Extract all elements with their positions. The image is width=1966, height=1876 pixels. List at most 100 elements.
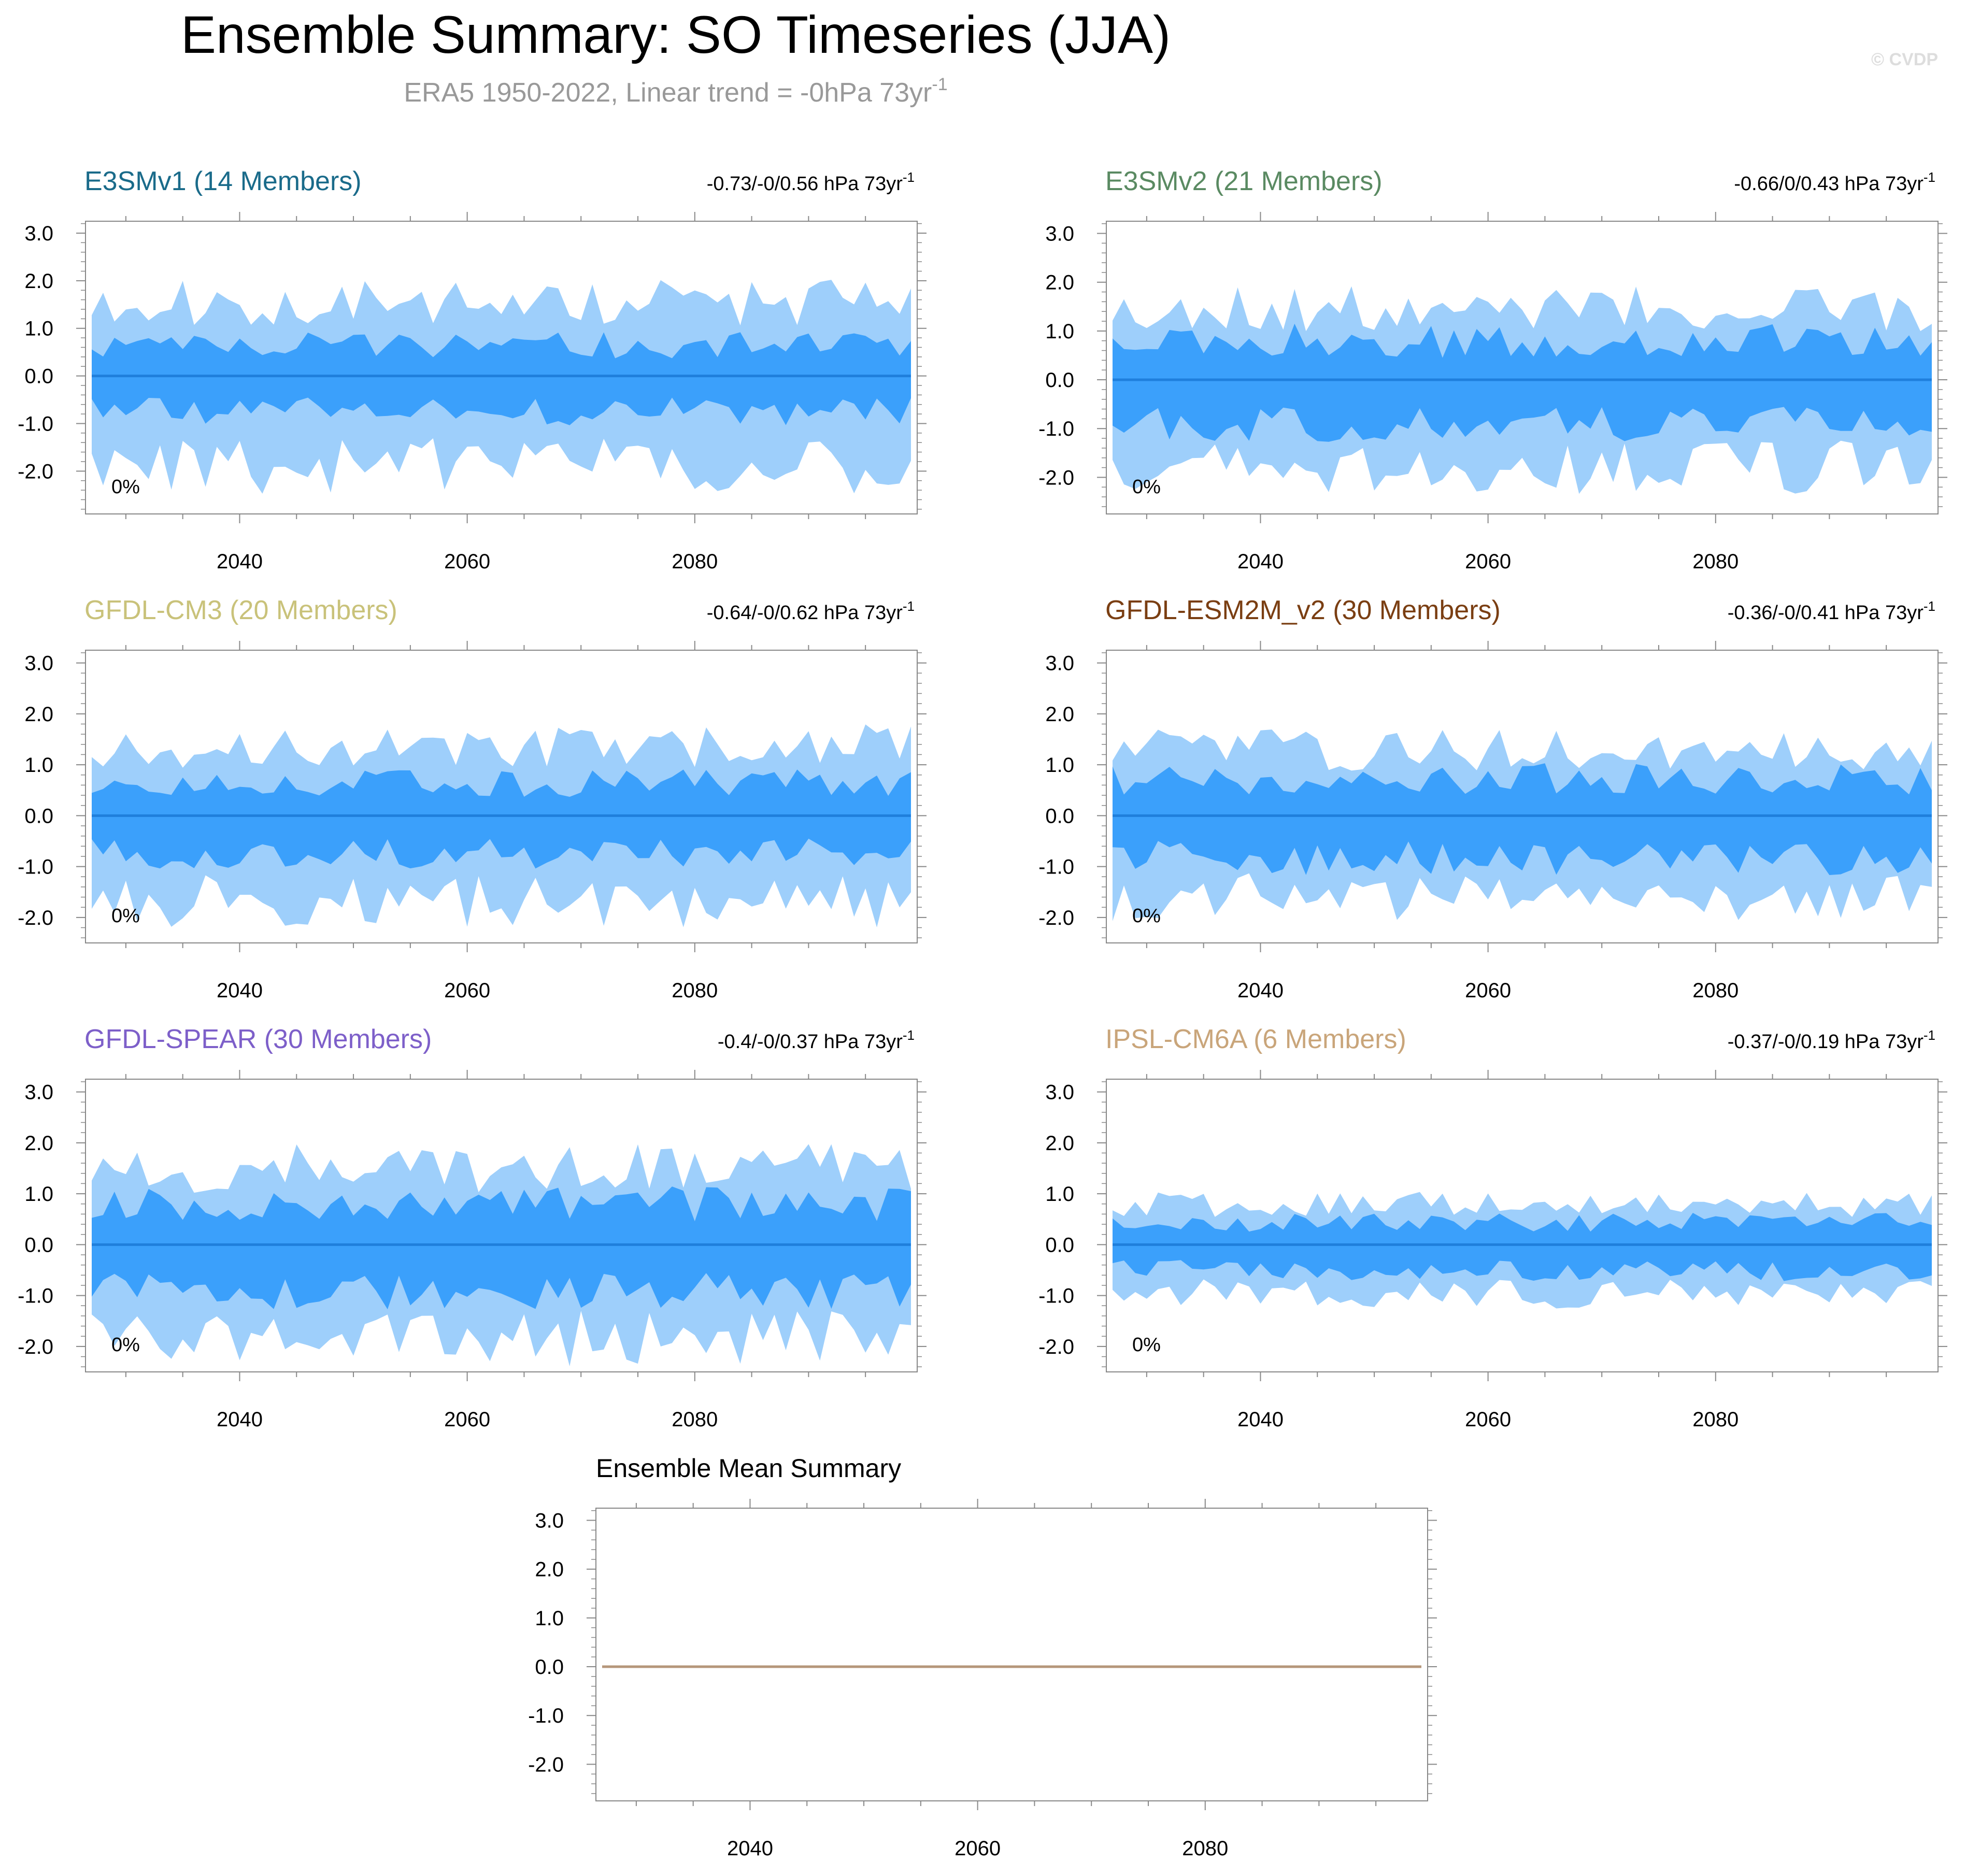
inner-range-band bbox=[1113, 763, 1932, 875]
x-tick-label: 2060 bbox=[444, 550, 490, 573]
y-tick-label: 0.0 bbox=[1045, 1234, 1074, 1256]
y-tick-label: 1.0 bbox=[535, 1607, 564, 1630]
panels-group: E3SMv1 (14 Members) -0.73/-0/0.56 hPa 73y… bbox=[18, 166, 1947, 1860]
y-tick-label: -2.0 bbox=[18, 1336, 53, 1358]
trend-label: -0.64/-0/0.62 hPa 73yr-1 bbox=[707, 598, 915, 624]
percent-label: 0% bbox=[1132, 476, 1161, 498]
y-tick-label: 1.0 bbox=[1045, 1183, 1074, 1206]
percent-label: 0% bbox=[111, 476, 140, 498]
cvdp-watermark: © CVDP bbox=[1871, 50, 1938, 69]
trend-label: -0.37/-0/0.19 hPa 73yr-1 bbox=[1728, 1027, 1935, 1053]
panel-title: E3SMv2 (21 Members) bbox=[1105, 166, 1383, 196]
y-tick-label: 2.0 bbox=[1045, 1132, 1074, 1155]
y-tick-label: 1.0 bbox=[24, 1183, 53, 1206]
x-tick-label: 2080 bbox=[1692, 1408, 1739, 1431]
trend-label: -0.4/-0/0.37 hPa 73yr-1 bbox=[718, 1027, 915, 1053]
plot-frame bbox=[1106, 221, 1939, 514]
x-tick-label: 2040 bbox=[217, 1408, 263, 1431]
y-tick-label: 3.0 bbox=[24, 1081, 53, 1104]
x-tick-label: 2080 bbox=[672, 550, 718, 573]
x-tick-label: 2040 bbox=[1237, 1408, 1284, 1431]
y-tick-label: 0.0 bbox=[535, 1656, 564, 1679]
inner-range-band bbox=[1113, 323, 1932, 442]
x-tick-label: 2080 bbox=[1182, 1837, 1228, 1860]
trend-sup: -1 bbox=[1924, 169, 1935, 185]
trend-sup: -1 bbox=[903, 598, 915, 614]
y-tick-label: -1.0 bbox=[18, 856, 53, 879]
y-tick-label: 1.0 bbox=[1045, 320, 1074, 343]
y-tick-label: -2.0 bbox=[18, 460, 53, 483]
y-tick-label: 1.0 bbox=[1045, 754, 1074, 777]
panel-title: E3SMv1 (14 Members) bbox=[84, 166, 362, 196]
x-tick-label: 2060 bbox=[1465, 979, 1511, 1002]
y-tick-label: 0.0 bbox=[24, 365, 53, 388]
x-tick-label: 2040 bbox=[1237, 979, 1284, 1002]
y-tick-label: 0.0 bbox=[24, 1234, 53, 1256]
inner-range-band bbox=[92, 769, 911, 869]
trend-label: -0.73/-0/0.56 hPa 73yr-1 bbox=[707, 169, 915, 195]
percent-label: 0% bbox=[1132, 905, 1161, 927]
panel-gfdl-spear: GFDL-SPEAR (30 Members) -0.4/-0/0.37 hPa … bbox=[18, 1024, 927, 1431]
panel-gfdl-esm2m: GFDL-ESM2M_v2 (30 Members) -0.36/-0/0.41 … bbox=[1038, 595, 1947, 1002]
trend-sup: -1 bbox=[1924, 1027, 1935, 1043]
inner-range-band bbox=[92, 332, 911, 425]
y-tick-label: -1.0 bbox=[18, 412, 53, 435]
trend-text: -0.73/-0/0.56 hPa 73yr bbox=[707, 173, 903, 195]
panel-ensemble-mean: Ensemble Mean Summary 3.0 2.0 1.0 0.0 -1.0 -2.… bbox=[528, 1454, 1437, 1860]
plot-frame bbox=[1106, 650, 1939, 943]
panel-title: GFDL-CM3 (20 Members) bbox=[84, 595, 397, 625]
x-tick-label: 2060 bbox=[954, 1837, 1001, 1860]
y-tick-label: 3.0 bbox=[24, 222, 53, 245]
subtitle-sup: -1 bbox=[932, 75, 947, 94]
plot-frame bbox=[595, 1508, 1428, 1801]
x-tick-label: 2080 bbox=[1692, 550, 1739, 573]
y-tick-label: 0.0 bbox=[24, 805, 53, 827]
y-tick-label: 3.0 bbox=[535, 1510, 564, 1533]
x-tick-label: 2080 bbox=[672, 979, 718, 1002]
panel-title: GFDL-ESM2M_v2 (30 Members) bbox=[1105, 595, 1501, 625]
y-tick-label: -2.0 bbox=[1038, 1336, 1074, 1358]
y-tick-label: 3.0 bbox=[24, 652, 53, 675]
x-tick-label: 2040 bbox=[217, 979, 263, 1002]
y-tick-label: -2.0 bbox=[1038, 907, 1074, 929]
panel-gfdl-cm3: GFDL-CM3 (20 Members) -0.64/-0/0.62 hPa 7… bbox=[18, 595, 927, 1002]
y-tick-label: -1.0 bbox=[1038, 1285, 1074, 1308]
plot-frame bbox=[1106, 1079, 1939, 1372]
trend-text: -0.66/0/0.43 hPa 73yr bbox=[1734, 173, 1924, 195]
plot-frame bbox=[85, 221, 918, 514]
y-tick-label: 3.0 bbox=[1045, 223, 1074, 246]
trend-text: -0.36/-0/0.41 hPa 73yr bbox=[1728, 602, 1924, 624]
x-tick-label: 2060 bbox=[1465, 550, 1511, 573]
percent-label: 0% bbox=[111, 1334, 140, 1356]
x-tick-label: 2040 bbox=[727, 1837, 773, 1860]
y-tick-label: 1.0 bbox=[24, 318, 53, 340]
panel-ipsl-cm6a: IPSL-CM6A (6 Members) -0.37/-0/0.19 hPa 7… bbox=[1038, 1024, 1947, 1431]
y-tick-label: 3.0 bbox=[1045, 1081, 1074, 1104]
y-tick-label: 0.0 bbox=[1045, 369, 1074, 392]
panel-e3smv1: E3SMv1 (14 Members) -0.73/-0/0.56 hPa 73y… bbox=[18, 166, 927, 573]
percent-label: 0% bbox=[1132, 1334, 1161, 1356]
trend-label: -0.66/0/0.43 hPa 73yr-1 bbox=[1734, 169, 1935, 195]
trend-sup: -1 bbox=[1924, 598, 1935, 614]
y-tick-label: 2.0 bbox=[1045, 703, 1074, 726]
trend-label: -0.36/-0/0.41 hPa 73yr-1 bbox=[1728, 598, 1935, 624]
plot-frame bbox=[85, 650, 918, 943]
x-tick-label: 2060 bbox=[444, 979, 490, 1002]
y-tick-label: -1.0 bbox=[528, 1705, 564, 1727]
panel-title: Ensemble Mean Summary bbox=[596, 1454, 901, 1483]
x-tick-label: 2060 bbox=[444, 1408, 490, 1431]
percent-label: 0% bbox=[111, 905, 140, 927]
y-tick-label: 2.0 bbox=[535, 1558, 564, 1581]
plot-frame bbox=[85, 1079, 918, 1372]
y-tick-label: -2.0 bbox=[528, 1753, 564, 1776]
panel-title: IPSL-CM6A (6 Members) bbox=[1105, 1024, 1406, 1054]
y-tick-label: -2.0 bbox=[18, 907, 53, 929]
panel-title: GFDL-SPEAR (30 Members) bbox=[84, 1024, 432, 1054]
trend-sup: -1 bbox=[903, 169, 915, 185]
trend-text: -0.37/-0/0.19 hPa 73yr bbox=[1728, 1031, 1924, 1053]
y-tick-label: -1.0 bbox=[18, 1285, 53, 1308]
y-tick-label: 2.0 bbox=[24, 1132, 53, 1155]
x-tick-label: 2080 bbox=[672, 1408, 718, 1431]
inner-range-band bbox=[1113, 1213, 1932, 1281]
